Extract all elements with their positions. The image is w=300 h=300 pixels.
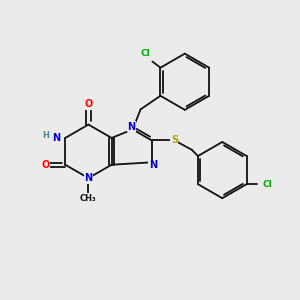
- Text: N: N: [84, 173, 92, 183]
- Text: O: O: [41, 160, 49, 170]
- Text: S: S: [171, 135, 178, 146]
- Text: Cl: Cl: [262, 180, 272, 189]
- Text: CH₃: CH₃: [80, 194, 97, 203]
- Text: N: N: [127, 122, 135, 132]
- Text: N: N: [149, 160, 157, 170]
- Text: Cl: Cl: [141, 49, 151, 58]
- Text: H: H: [43, 131, 50, 140]
- Text: O: O: [84, 100, 93, 110]
- Text: N: N: [52, 133, 60, 143]
